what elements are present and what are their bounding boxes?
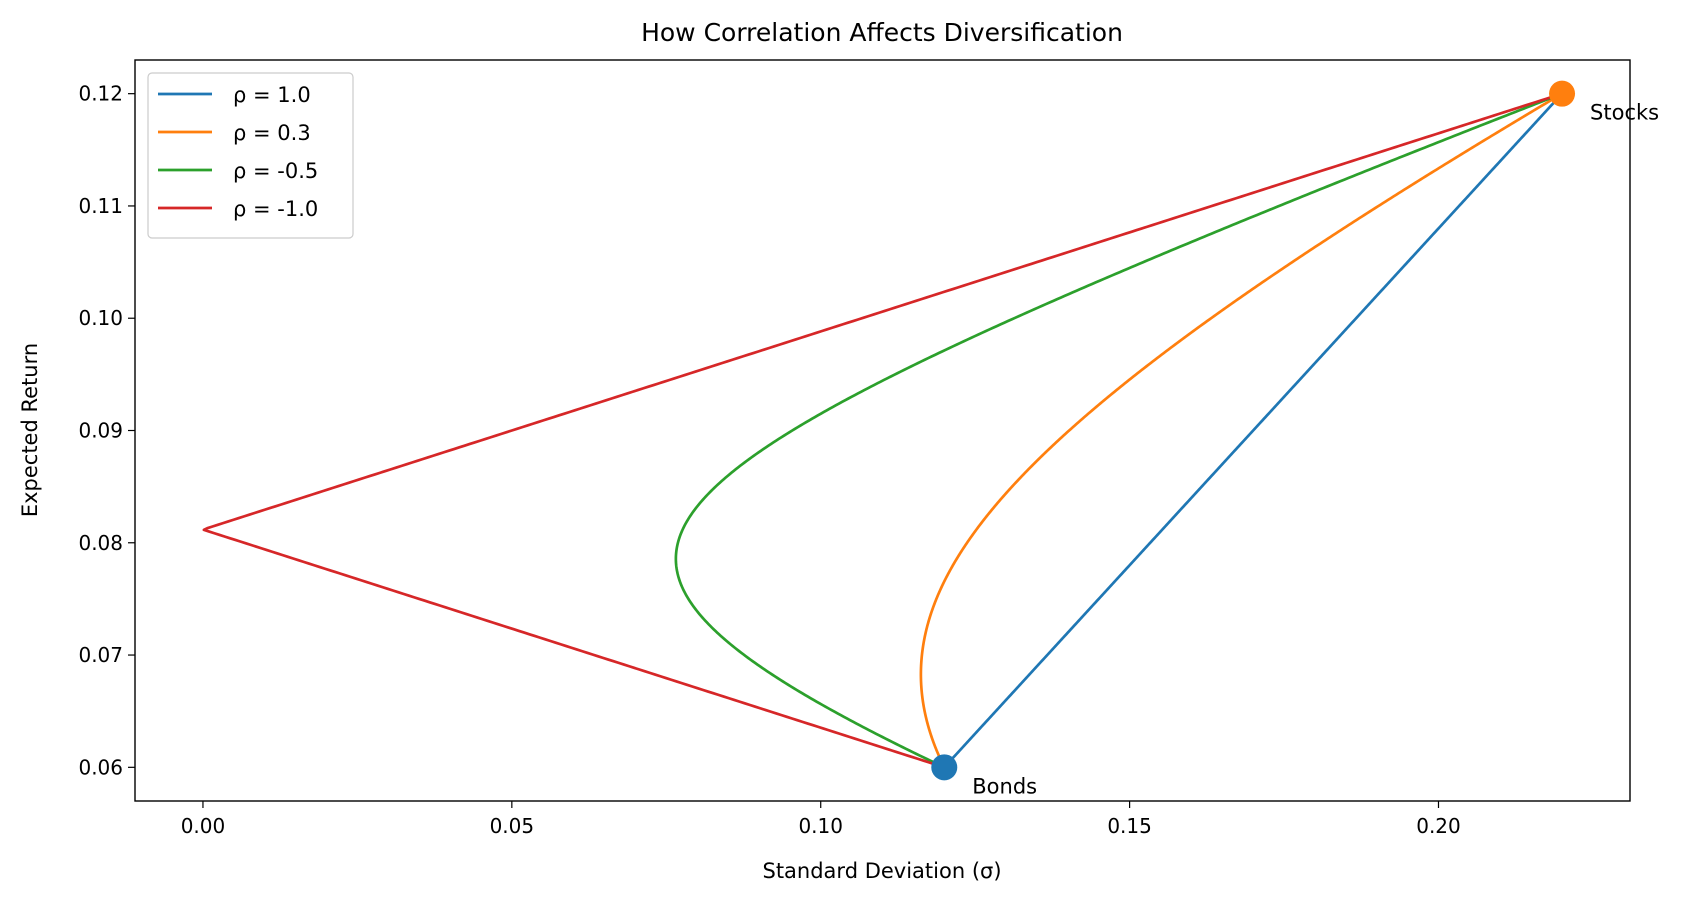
series-line xyxy=(674,92,1563,769)
legend-entry: ρ = -0.5 xyxy=(233,159,318,183)
legend-entry: ρ = -1.0 xyxy=(233,197,318,221)
x-tick-label: 0.15 xyxy=(1107,814,1152,838)
series-line xyxy=(943,92,1564,769)
asset-marker-stocks xyxy=(1549,80,1576,107)
y-tick-label: 0.07 xyxy=(78,643,123,667)
plot-area xyxy=(135,60,1630,801)
y-tick-label: 0.08 xyxy=(78,531,123,555)
y-axis-label: Expected Return xyxy=(18,343,42,517)
legend-entry: ρ = 0.3 xyxy=(233,121,311,145)
asset-label: Bonds xyxy=(972,774,1037,798)
series-line xyxy=(919,92,1563,768)
y-tick-label: 0.11 xyxy=(78,194,123,218)
x-tick-label: 0.05 xyxy=(490,814,535,838)
legend: ρ = 1.0 ρ = 0.3 ρ = -0.5 ρ = -1.0 xyxy=(147,72,354,239)
legend-entry: ρ = 1.0 xyxy=(233,83,311,107)
legend-box xyxy=(147,72,354,239)
chart-title: How Correlation Affects Diversification xyxy=(641,18,1123,47)
x-tick-label: 0.20 xyxy=(1416,814,1461,838)
y-tick-label: 0.09 xyxy=(78,419,123,443)
y-tick-label: 0.10 xyxy=(78,306,123,330)
asset-marker-bonds xyxy=(931,754,958,781)
series-line xyxy=(202,92,1563,769)
x-tick-label: 0.10 xyxy=(798,814,843,838)
y-tick-label: 0.06 xyxy=(78,755,123,779)
x-tick-label: 0.00 xyxy=(181,814,226,838)
x-axis-label: Standard Deviation (σ) xyxy=(762,859,1001,883)
y-tick-label: 0.12 xyxy=(78,82,123,106)
asset-label: Stocks xyxy=(1590,101,1659,125)
